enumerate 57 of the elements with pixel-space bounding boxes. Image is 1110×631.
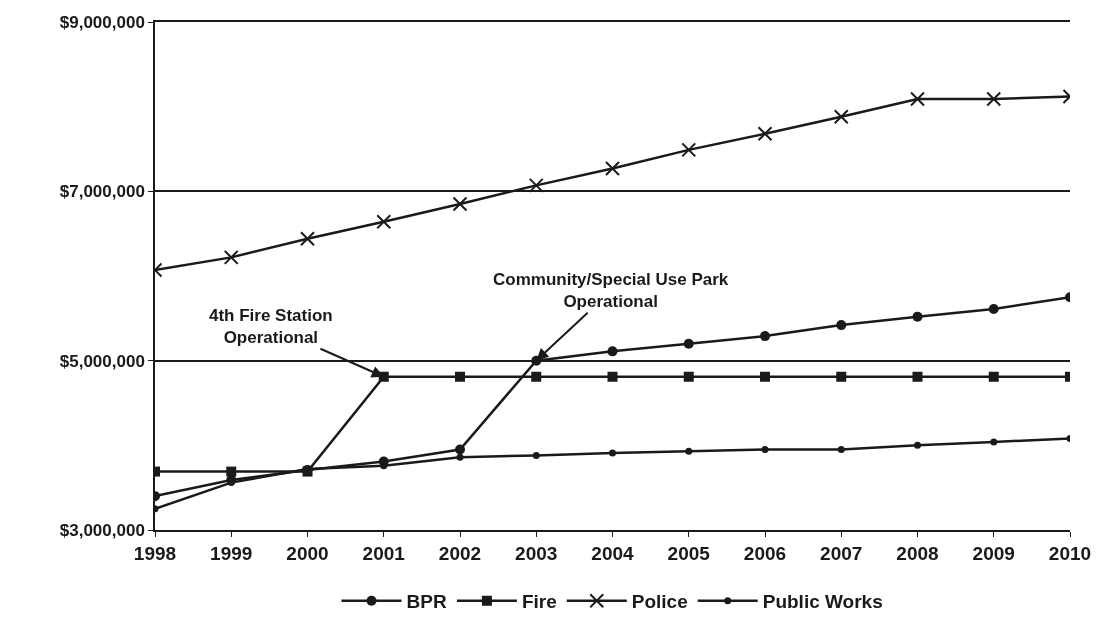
point (988, 304, 999, 315)
x-tick-label: 2003 (515, 542, 558, 564)
point (760, 371, 770, 382)
legend-label: Police (631, 591, 688, 613)
point (607, 346, 618, 357)
point (531, 371, 542, 382)
x-tick-label: 2007 (820, 542, 863, 564)
x-tick-label: 2002 (438, 542, 482, 564)
y-tick-label: $7,000,000 (59, 182, 145, 202)
point (910, 91, 925, 107)
point (990, 438, 998, 446)
point (681, 142, 697, 158)
point (605, 160, 620, 176)
annotation: 4th Fire Station Operational (209, 306, 333, 348)
y-tick-label: $9,000,000 (59, 12, 145, 32)
x-tick-label: 2006 (743, 542, 787, 564)
legend-label: BPR (406, 591, 447, 613)
point (455, 371, 465, 382)
x-tick-label: 1999 (210, 542, 253, 564)
point (836, 371, 847, 382)
point (683, 371, 694, 382)
annotation: Community/Special Use Park Operational (493, 270, 729, 312)
point (914, 441, 921, 449)
x-tick-label: 2004 (591, 542, 635, 564)
point (376, 214, 392, 230)
point (836, 320, 847, 331)
point (760, 331, 770, 342)
legend-label: Fire (521, 591, 557, 613)
point (456, 453, 464, 461)
point (609, 449, 616, 457)
point (223, 249, 239, 265)
point (607, 371, 618, 382)
y-tick-label: $3,000,000 (59, 520, 145, 540)
x-tick-label: 2001 (362, 542, 406, 564)
point (683, 338, 694, 349)
point (912, 311, 923, 322)
point (685, 447, 693, 455)
point (833, 109, 849, 125)
point (455, 444, 465, 455)
point (757, 126, 773, 142)
point (528, 177, 544, 193)
x-tick-label: 2010 (1048, 542, 1092, 564)
point (532, 451, 540, 459)
point (986, 91, 1002, 107)
x-tick-label: 2005 (667, 542, 711, 564)
y-tick-label: $5,000,000 (59, 351, 145, 371)
point (452, 196, 468, 212)
x-tick-label: 1998 (133, 542, 177, 564)
point (300, 231, 315, 247)
legend-label: Public Works (762, 591, 883, 613)
point (988, 371, 999, 382)
point (761, 446, 769, 454)
x-tick-label: 2008 (896, 542, 939, 564)
x-tick-label: 2009 (972, 542, 1015, 564)
x-tick-label: 2000 (286, 542, 329, 564)
point (837, 446, 845, 454)
point (912, 371, 923, 382)
